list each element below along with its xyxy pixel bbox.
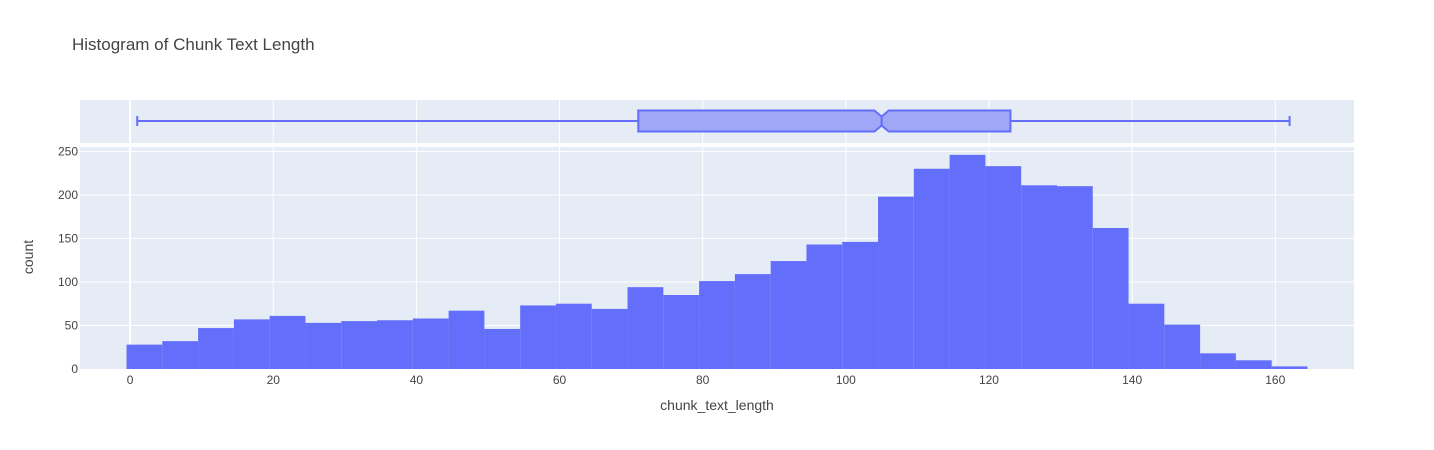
histogram-bar-15: [663, 295, 700, 369]
histogram-bar-13: [591, 308, 628, 369]
histogram-bar-23: [949, 154, 986, 369]
y-tick-label-3: 150: [58, 231, 78, 245]
box-plot-panel: [80, 100, 1354, 143]
x-tick-label-0: 0: [127, 373, 134, 387]
box-plot-marks: [136, 109, 1291, 133]
x-tick-label-4: 80: [696, 373, 710, 387]
histogram-bar-19: [806, 244, 843, 369]
histogram-bar-25: [1021, 185, 1057, 369]
histogram-bar-31: [1235, 360, 1272, 369]
histogram-bar-16: [699, 281, 735, 369]
y-axis-ticks: 0 50 100 150 200 250: [58, 144, 78, 376]
y-tick-label-2: 100: [58, 275, 78, 289]
y-tick-label-1: 50: [65, 318, 79, 332]
histogram-bar-28: [1128, 303, 1165, 369]
histogram-bar-26: [1056, 186, 1093, 369]
histogram-bar-18: [770, 261, 807, 369]
histogram-bar-9: [448, 310, 485, 369]
x-axis-ticks: 0 20 40 60 80 100 120 140 160: [127, 373, 1286, 387]
histogram-bar-27: [1092, 227, 1129, 369]
histogram-bar-7: [377, 320, 413, 369]
histogram-bar-11: [520, 305, 556, 369]
histogram-bar-8: [412, 318, 449, 369]
histogram-bar-29: [1164, 324, 1201, 369]
x-tick-label-5: 100: [836, 373, 856, 387]
x-tick-label-7: 140: [1122, 373, 1142, 387]
histogram-bar-5: [305, 322, 342, 369]
x-axis-title: chunk_text_length: [660, 397, 774, 413]
box-body: [637, 109, 1012, 133]
histogram-bar-22: [913, 168, 950, 369]
x-tick-label-8: 160: [1265, 373, 1285, 387]
histogram-bar-2: [198, 328, 234, 369]
histogram-bar-4: [269, 315, 306, 369]
histogram-bar-20: [842, 241, 879, 369]
x-tick-label-1: 20: [267, 373, 281, 387]
x-tick-label-3: 60: [553, 373, 567, 387]
histogram-bar-14: [627, 287, 664, 369]
x-tick-label-6: 120: [979, 373, 999, 387]
histogram-bar-30: [1200, 353, 1236, 369]
histogram-bar-10: [484, 328, 521, 369]
histogram-bar-17: [734, 274, 771, 369]
chart-title: Histogram of Chunk Text Length: [72, 35, 315, 54]
histogram-bar-0: [126, 344, 163, 369]
y-tick-label-0: 0: [71, 362, 78, 376]
histogram-bars: [126, 154, 1308, 369]
histogram-bar-3: [233, 319, 270, 369]
y-axis-title: count: [20, 240, 36, 274]
histogram-bar-21: [878, 196, 914, 369]
histogram-bar-6: [341, 321, 378, 369]
y-tick-label-4: 200: [58, 188, 78, 202]
histogram-panel: [80, 147, 1354, 369]
y-tick-label-5: 250: [58, 144, 78, 158]
histogram-bar-12: [555, 303, 592, 369]
histogram-bar-32: [1271, 366, 1308, 369]
x-tick-label-2: 40: [410, 373, 424, 387]
histogram-bar-1: [162, 341, 199, 369]
histogram-bar-24: [985, 166, 1022, 369]
